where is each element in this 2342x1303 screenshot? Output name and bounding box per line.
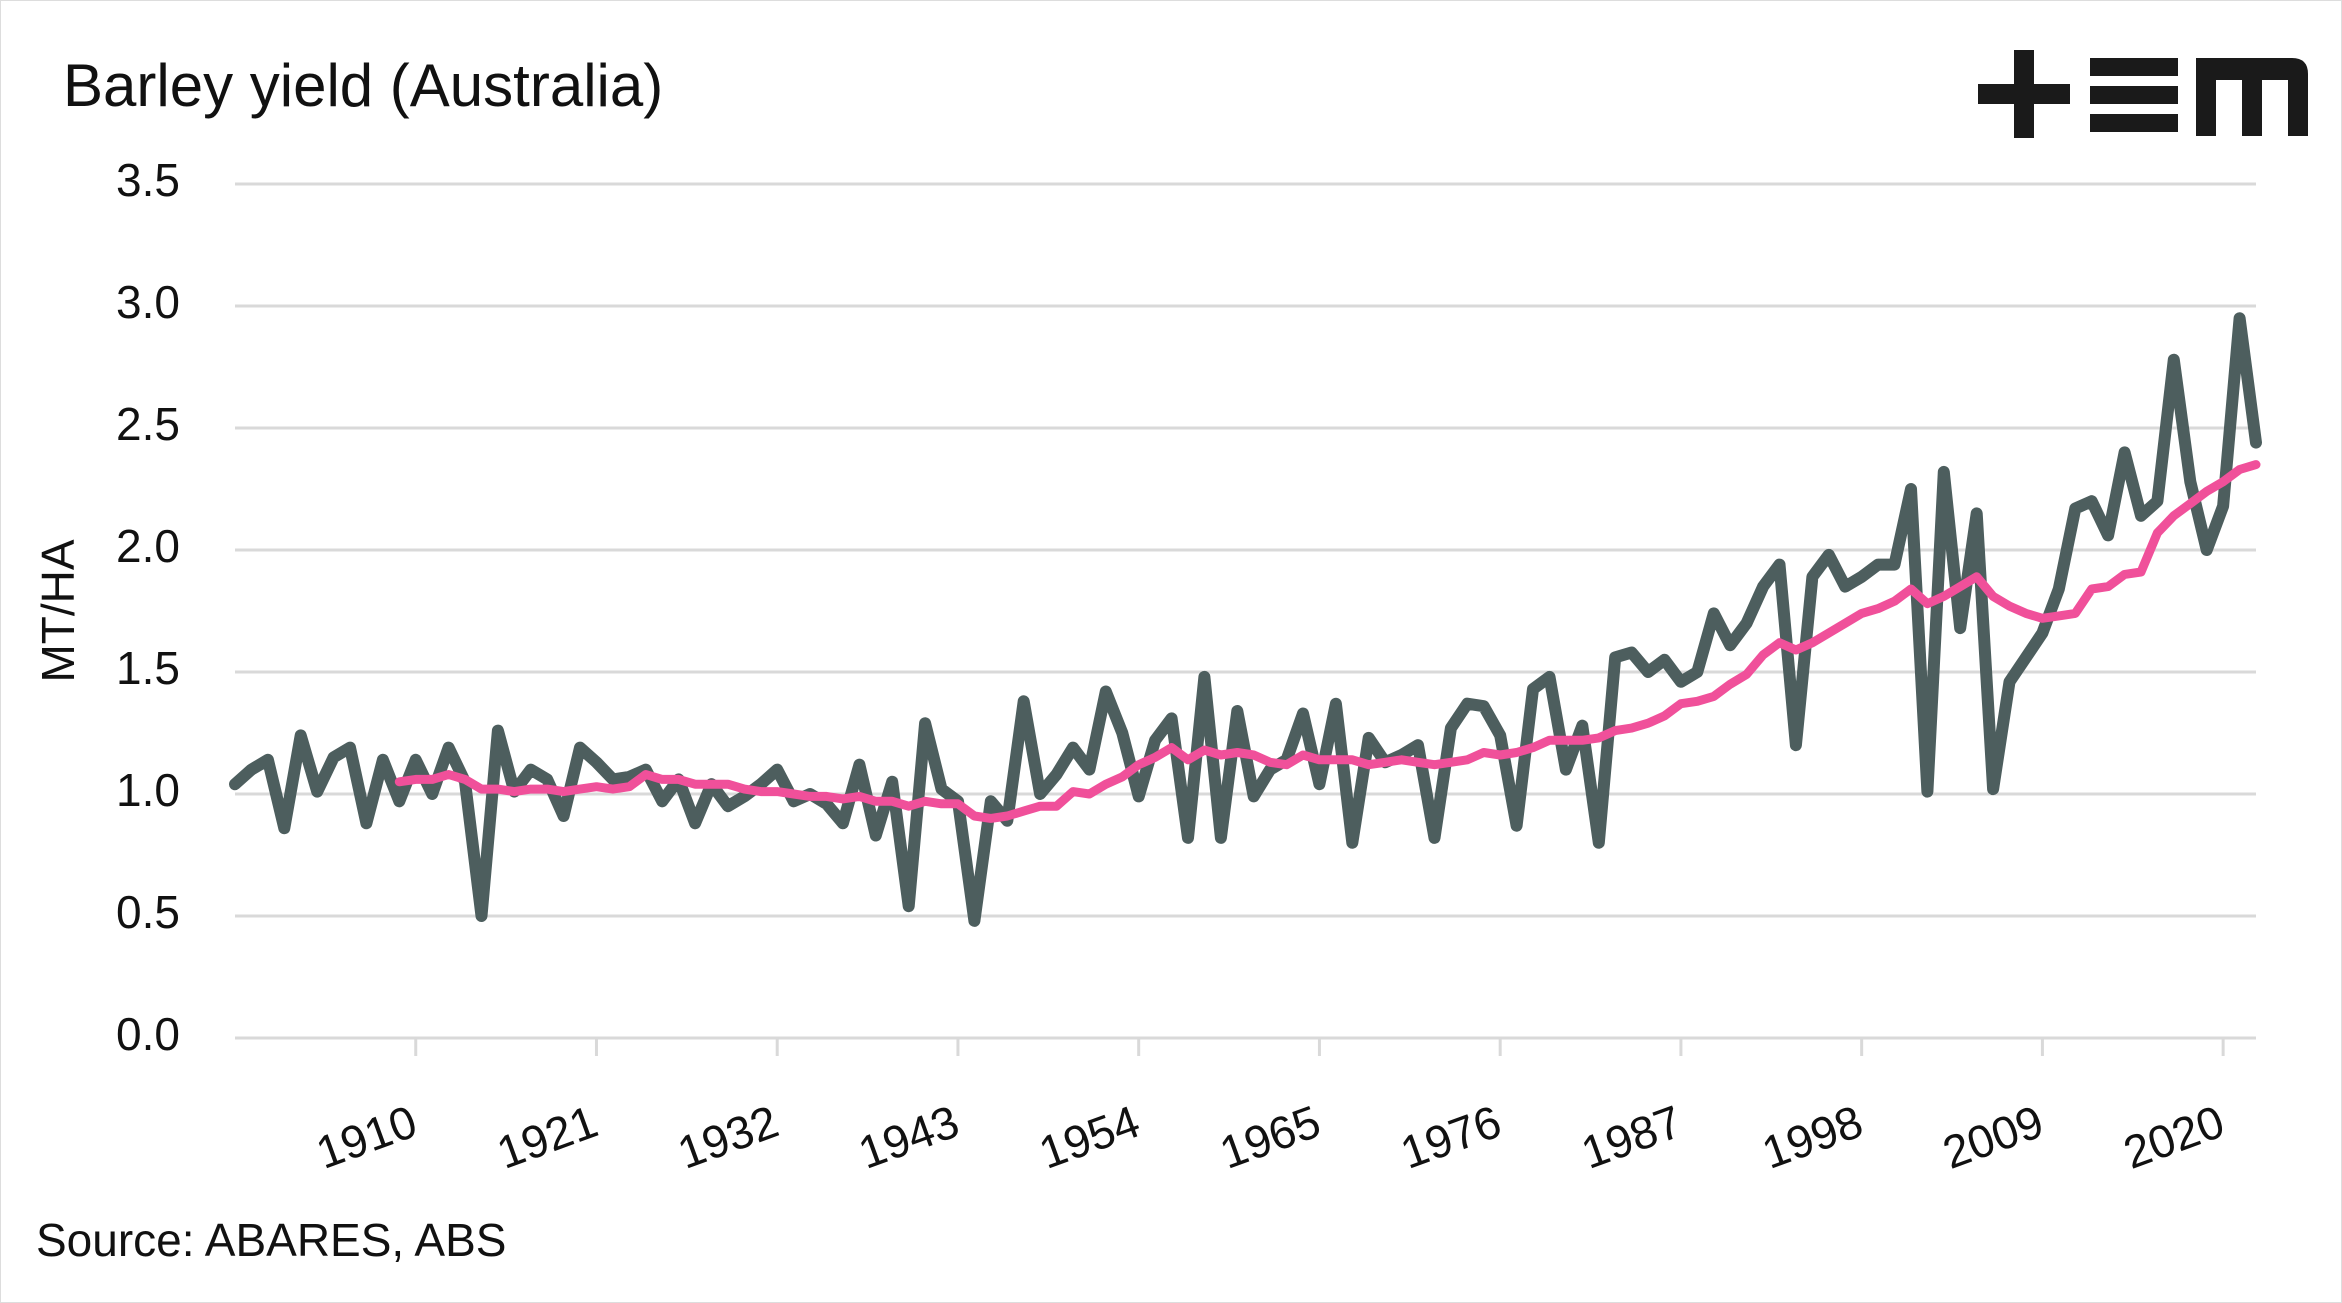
y-tick-label: 1.5 (116, 642, 180, 694)
series-line (394, 460, 2261, 823)
logo-e-1 (2090, 58, 2178, 76)
y-tick-label: 1.0 (116, 764, 180, 816)
logo-e-3 (2090, 114, 2178, 132)
y-tick-label: 2.0 (116, 520, 180, 572)
y-tick-label: 0.5 (116, 886, 180, 938)
source: Source: ABARES, ABS (36, 1214, 506, 1266)
logo (1978, 50, 2308, 138)
logo-plus-v (2014, 50, 2034, 138)
chart-title: Barley yield (Australia) (63, 52, 663, 119)
y-tick-label: 2.5 (116, 398, 180, 450)
logo-m (2196, 58, 2308, 136)
y-axis-label: MT/HA (32, 539, 84, 682)
logo-e-2 (2090, 86, 2178, 104)
y-tick-label: 0.0 (116, 1008, 180, 1060)
y-tick-label: 3.0 (116, 276, 180, 328)
y-tick-label: 3.5 (116, 154, 180, 206)
